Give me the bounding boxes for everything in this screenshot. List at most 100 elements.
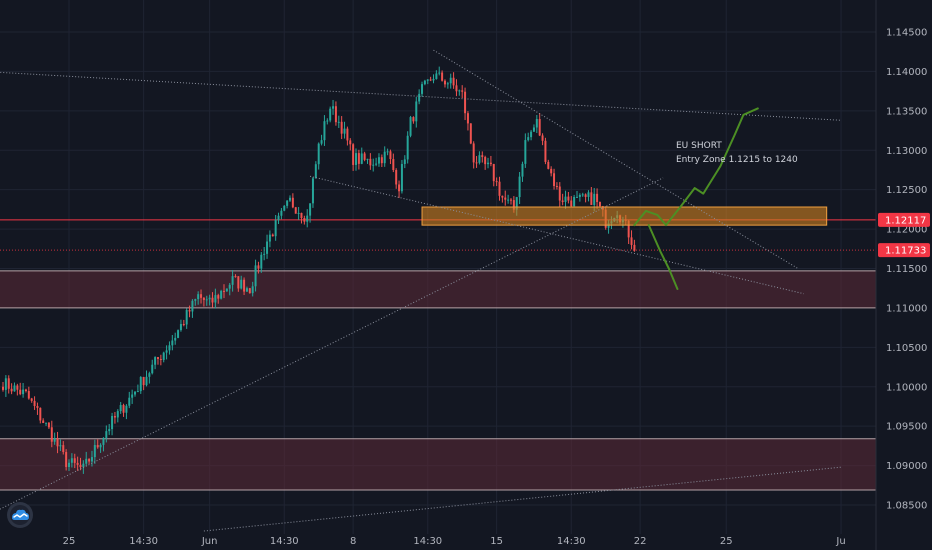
y-tick-label: 1.13000 — [886, 146, 927, 157]
candle-body — [323, 121, 326, 141]
candle-body — [317, 143, 320, 165]
candle-body — [357, 153, 360, 164]
candle-body — [257, 265, 260, 269]
candle-body — [306, 215, 309, 222]
candle-body — [466, 113, 469, 124]
price-axis[interactable]: 1.14500 1.14000 1.13500 1.13000 1.12500 1.120… — [886, 28, 927, 512]
candle-body — [70, 458, 73, 463]
candle-body — [168, 345, 171, 351]
candle-body — [283, 205, 286, 211]
candle-body — [188, 310, 191, 312]
candle-body — [237, 276, 240, 289]
candle-body — [174, 337, 177, 341]
x-tick-label: Jun — [201, 536, 218, 547]
annotation: EU SHORT Entry Zone 1.1215 to 1240 — [676, 141, 798, 165]
candle-body — [311, 178, 314, 204]
candle-body — [271, 234, 274, 237]
candle-body — [10, 388, 13, 392]
candle-body — [377, 157, 380, 164]
candle-body — [268, 234, 271, 242]
candle-body — [50, 427, 53, 442]
price-badge — [878, 243, 930, 258]
candle-body — [478, 155, 481, 163]
candle-body — [501, 195, 504, 198]
x-tick-label: 14:30 — [413, 536, 442, 547]
candle-body — [369, 158, 372, 166]
candle-body — [88, 458, 91, 462]
candle-body — [231, 276, 234, 285]
entry-zone-layer — [421, 206, 828, 226]
candle-body — [33, 400, 36, 407]
candle-body — [400, 164, 403, 192]
candle-body — [524, 140, 527, 164]
y-tick-label: 1.11000 — [886, 303, 927, 314]
trendline — [433, 49, 799, 269]
candle-body — [432, 78, 435, 81]
candle-body — [119, 405, 122, 412]
candle-body — [154, 357, 157, 365]
candle-body — [630, 237, 633, 245]
candle-body — [492, 164, 495, 182]
candle-body — [62, 445, 65, 453]
candle-body — [27, 391, 30, 399]
candle-body — [22, 389, 25, 395]
candle-body — [145, 376, 148, 386]
candle-body — [403, 159, 406, 165]
candle-body — [277, 215, 280, 221]
candle-body — [59, 445, 62, 447]
candle-body — [475, 162, 478, 164]
x-tick-label: 14:30 — [129, 536, 158, 547]
candle-body — [165, 350, 168, 353]
candle-body — [406, 135, 409, 160]
candle-body — [627, 220, 630, 238]
candle-body — [598, 202, 601, 207]
candle-body — [16, 385, 19, 390]
candle-body — [289, 197, 291, 201]
candle-body — [7, 378, 10, 389]
candle-body — [45, 422, 48, 424]
candle-body — [372, 164, 375, 166]
candle-body — [42, 420, 45, 424]
candles — [2, 66, 636, 474]
trendline — [0, 177, 664, 510]
candle-body — [148, 373, 151, 377]
candle-body — [286, 200, 289, 206]
candle-body — [19, 389, 22, 395]
x-tick-label: 14:30 — [270, 536, 299, 547]
candle-body — [280, 210, 283, 216]
candle-body — [47, 422, 50, 428]
candle-body — [392, 159, 395, 170]
candle-body — [291, 197, 294, 208]
price-badge — [878, 212, 930, 227]
projection-paths — [633, 107, 759, 290]
candle-body — [111, 416, 114, 430]
entry-zone — [421, 206, 828, 226]
x-tick-label: 22 — [634, 536, 647, 547]
candle-body — [159, 358, 162, 360]
candle-body — [593, 193, 596, 205]
x-tick-label: 8 — [350, 536, 356, 547]
candle-body — [495, 181, 498, 183]
y-tick-label: 1.11500 — [886, 264, 927, 275]
candle-body — [113, 416, 116, 418]
candle-body — [573, 196, 576, 207]
candle-body — [587, 192, 590, 197]
y-tick-label: 1.10500 — [886, 343, 927, 354]
annotation-line-2: Entry Zone 1.1215 to 1240 — [676, 155, 798, 165]
price-axis-panel — [877, 0, 932, 550]
candle-body — [446, 83, 449, 85]
tradingview-cloud-icon[interactable] — [7, 502, 33, 528]
candle-body — [79, 464, 82, 468]
candle-body — [481, 155, 484, 158]
candle-body — [320, 140, 323, 144]
x-tick-label: 14:30 — [557, 536, 586, 547]
candle-body — [418, 93, 421, 102]
candle-body — [441, 72, 444, 81]
candle-body — [73, 458, 76, 463]
candle-body — [142, 377, 145, 386]
time-axis[interactable]: 25 14:30 Jun 14:30 8 14:30 15 14:30 22 25 Ju — [63, 536, 846, 547]
candle-body — [352, 144, 355, 165]
candle-body — [518, 176, 521, 198]
candle-body — [415, 101, 418, 122]
